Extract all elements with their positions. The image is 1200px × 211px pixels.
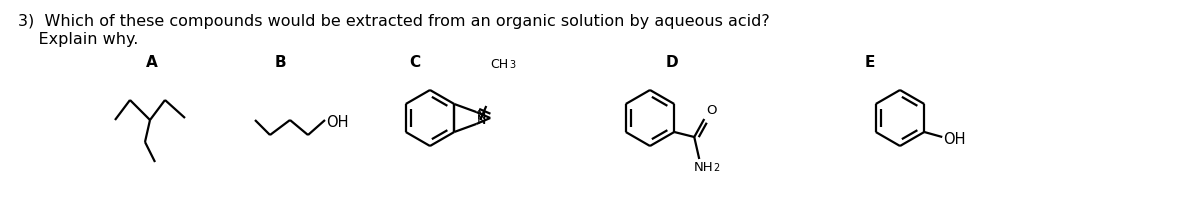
Text: 2: 2 [713, 163, 720, 173]
Text: D: D [666, 55, 678, 70]
Text: OH: OH [943, 131, 966, 146]
Text: O: O [707, 104, 716, 117]
Text: N: N [478, 114, 487, 127]
Text: E: E [865, 55, 875, 70]
Text: N: N [478, 109, 487, 122]
Text: 3: 3 [509, 60, 515, 70]
Text: CH: CH [490, 58, 508, 71]
Text: C: C [409, 55, 420, 70]
Text: B: B [274, 55, 286, 70]
Text: OH: OH [326, 115, 348, 130]
Text: A: A [146, 55, 158, 70]
Text: NH: NH [695, 161, 714, 174]
Text: 3)  Which of these compounds would be extracted from an organic solution by aque: 3) Which of these compounds would be ext… [18, 14, 769, 29]
Text: Explain why.: Explain why. [18, 32, 138, 47]
